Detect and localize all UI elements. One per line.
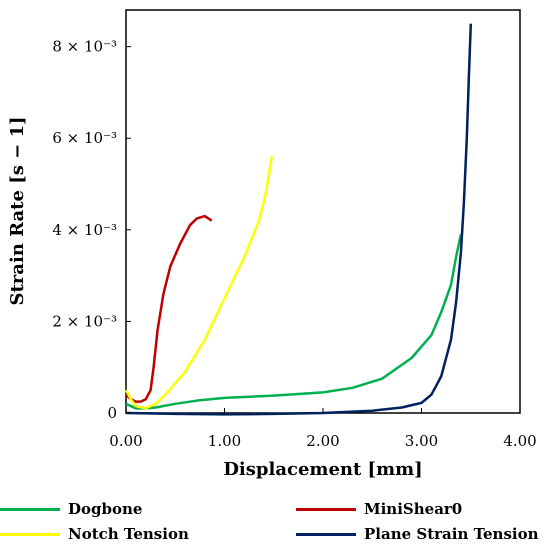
legend-label-notch-tension: Notch Tension [68,525,189,543]
y-tick-label: 2 × 10⁻³ [52,312,117,330]
legend-label-plane-strain-tension: Plane Strain Tension [364,525,539,543]
legend-swatch-notch-tension [0,532,60,536]
series-layer [124,23,473,416]
series-line-plane-strain-tension [125,23,473,416]
legend-swatch-dogbone [0,507,60,511]
legend-swatch-plane-strain-tension [296,532,356,536]
series-line-minishear0 [125,214,213,403]
x-tick-label: 4.00 [503,432,536,450]
legend-item-plane-strain-tension: Plane Strain Tension [296,523,539,545]
x-axis-title: Displacement [mm] [223,459,422,480]
legend-item-notch-tension: Notch Tension [0,523,189,545]
x-tick-label: 3.00 [405,432,438,450]
series-line-dogbone [125,234,463,410]
y-tick-label: 0 [107,404,117,422]
legend-label-minishear0: MiniShear0 [364,500,463,518]
x-tick-label: 2.00 [306,432,339,450]
chart-area: 0.00 1.00 2.00 3.00 4.00 0 2 × 10⁻³ 4 × 10⁻³ 6 … [7,9,537,480]
plot-frame [125,9,521,414]
y-axis-title: Strain Rate [s − 1] [7,116,28,305]
x-tick-label: 0.00 [109,432,142,450]
y-tick-label: 4 × 10⁻³ [52,221,117,239]
legend-item-minishear0: MiniShear0 [296,498,462,520]
legend: Dogbone MiniShear0 Notch Tension Plane S… [0,490,550,547]
y-tick-label: 6 × 10⁻³ [52,129,117,147]
x-axis-ticks: 0.00 1.00 2.00 3.00 4.00 [109,408,537,450]
legend-label-dogbone: Dogbone [68,500,143,518]
x-tick-label: 1.00 [208,432,241,450]
y-tick-label: 8 × 10⁻³ [52,38,117,56]
legend-swatch-minishear0 [296,507,356,511]
y-axis-ticks: 0 2 × 10⁻³ 4 × 10⁻³ 6 × 10⁻³ 8 × 10⁻³ [52,38,131,422]
legend-item-dogbone: Dogbone [0,498,142,520]
series-line-notch-tension [124,156,274,410]
